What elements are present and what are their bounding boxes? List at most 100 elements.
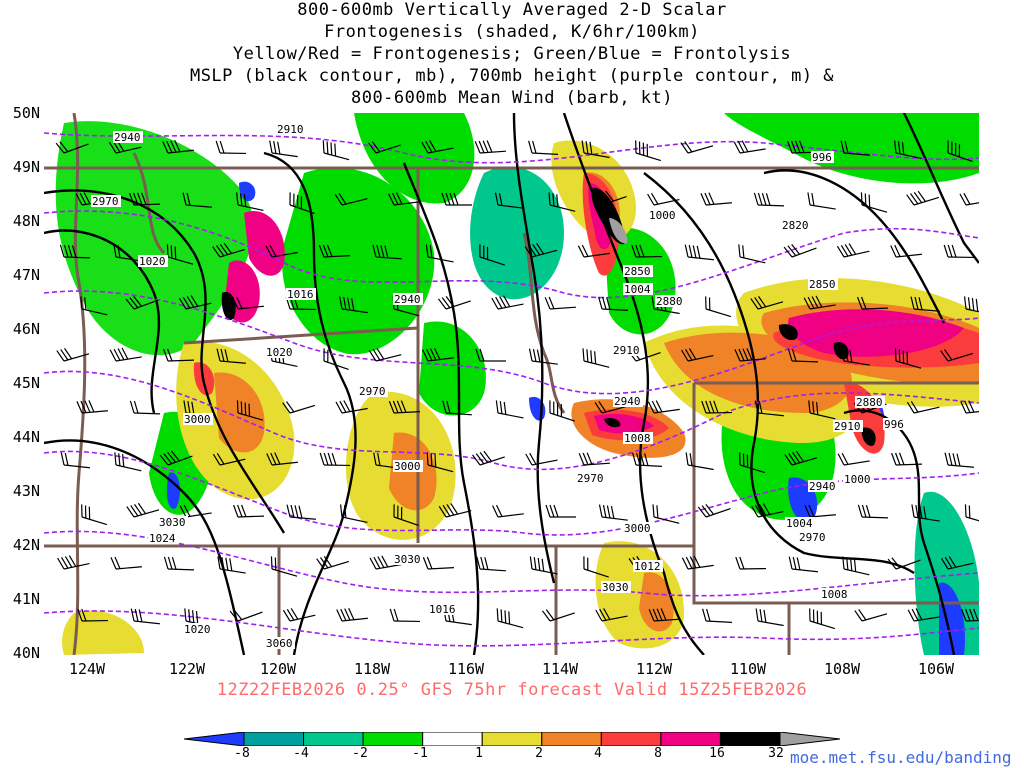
contour-label: 3000 (624, 522, 651, 535)
wind-barb (940, 556, 974, 570)
contour-label-bg (785, 517, 815, 529)
wind-barb (421, 140, 454, 154)
wind-barb (229, 609, 263, 622)
wind-barb (110, 556, 142, 570)
wind-barb (910, 296, 940, 312)
contour-label-bg (393, 293, 423, 305)
contour-label: 2880 (856, 396, 883, 409)
contour-label-bg (148, 532, 178, 544)
wind-barb (784, 450, 818, 466)
wind-barb (598, 296, 628, 311)
wind-barb (739, 452, 766, 474)
wind-barb (491, 295, 524, 310)
wind-barb (545, 504, 576, 518)
wind-barb (647, 192, 680, 206)
contour-label-bg (276, 123, 306, 135)
wind-barb (438, 295, 471, 310)
contour-label-bg (623, 522, 653, 534)
contour-label-bg (576, 472, 606, 484)
title-line: Yellow/Red = Frontogenesis; Green/Blue =… (232, 44, 792, 64)
colorbar-max-arrow (779, 732, 840, 746)
wind-barb (684, 244, 714, 261)
contour-label: 1004 (786, 517, 813, 530)
wind-barb (548, 192, 576, 212)
wind-barb (840, 140, 870, 156)
contour-label: 2940 (114, 131, 141, 144)
contour-label: 1008 (821, 588, 848, 601)
wind-barb (56, 348, 90, 362)
contour-label-bg (808, 480, 838, 492)
wind-barb (495, 400, 524, 419)
wind-barb (492, 504, 524, 518)
contour-label: 1012 (634, 560, 661, 573)
lon-label: 110W (729, 660, 767, 678)
wind-barb (216, 348, 246, 364)
wind-barb (911, 504, 940, 522)
wind-barb (751, 503, 784, 518)
wind-barb (126, 502, 160, 518)
wind-barb (700, 192, 732, 206)
wind-barb (474, 140, 506, 154)
title-line: 800-600mb Vertically Averaged 2-D Scalar (297, 0, 727, 20)
contour-label-bg (358, 385, 388, 397)
wind-barb (235, 192, 264, 211)
colorbar (184, 732, 840, 746)
contour-label-bg (798, 531, 828, 543)
wind-barb (837, 452, 870, 466)
lat-label: 44N (12, 428, 40, 446)
wind-barb (265, 244, 298, 258)
contour-label: 3030 (602, 581, 629, 594)
wind-barb (388, 400, 420, 414)
contour-label: 2940 (394, 293, 421, 306)
wind-barb (318, 244, 350, 258)
wind-barb (807, 192, 836, 210)
contour-label: 1020 (184, 623, 211, 636)
lon-label: 116W (447, 660, 485, 678)
wind-barb (81, 504, 108, 526)
wind-barb (524, 243, 558, 258)
wind-barb (907, 608, 940, 622)
wind-barb (80, 296, 108, 316)
wind-barb (940, 349, 974, 362)
wind-barb (282, 401, 316, 414)
map-panel: 2940 2970 1020 2910 1016 2940 1020 2970 3000 3000… (44, 113, 979, 655)
credit-link[interactable]: moe.met.fsu.edu/banding (790, 748, 1012, 767)
wind-barb (593, 190, 627, 206)
wind-barb (705, 296, 732, 318)
wind-barb (681, 555, 714, 570)
wind-barb (582, 348, 610, 368)
lon-label: 112W (635, 660, 673, 678)
contour-label: 1016 (429, 603, 456, 616)
wind-barb (685, 452, 714, 471)
wind-barb (803, 295, 836, 310)
forecast-valid-line: 12Z22FEB2026 0.25° GFS 75hr forecast Val… (216, 680, 808, 700)
contour-label: 996 (812, 151, 832, 164)
colorbar-segment (362, 732, 424, 746)
wind-barb (339, 504, 368, 523)
wind-barb (286, 504, 316, 520)
wind-barb (854, 609, 888, 622)
contour-label-bg (808, 278, 838, 290)
contour-label-bg (601, 581, 631, 593)
contour-label-bg (811, 151, 834, 163)
contour-label-bg (623, 265, 653, 277)
lat-label: 48N (12, 212, 40, 230)
wind-barb (129, 192, 161, 206)
contour-label-bg (781, 219, 811, 231)
wind-barb (426, 452, 454, 473)
wind-barb (893, 140, 922, 159)
contour-label: 1016 (287, 288, 314, 301)
colorbar-label: 1 (475, 746, 483, 761)
wind-barb (388, 192, 420, 206)
wind-barb (57, 555, 90, 570)
lon-label: 106W (917, 660, 955, 678)
wind-barb (787, 348, 819, 363)
wind-barb (755, 608, 784, 627)
wind-barb (891, 452, 923, 466)
wind-barb (750, 296, 784, 310)
wind-barb (215, 140, 247, 155)
wind-barb (217, 556, 246, 574)
title-line: 800-600mb Mean Wind (barb, kt) (350, 88, 674, 108)
wind-barb (860, 192, 888, 213)
contour-label-bg (623, 432, 653, 444)
